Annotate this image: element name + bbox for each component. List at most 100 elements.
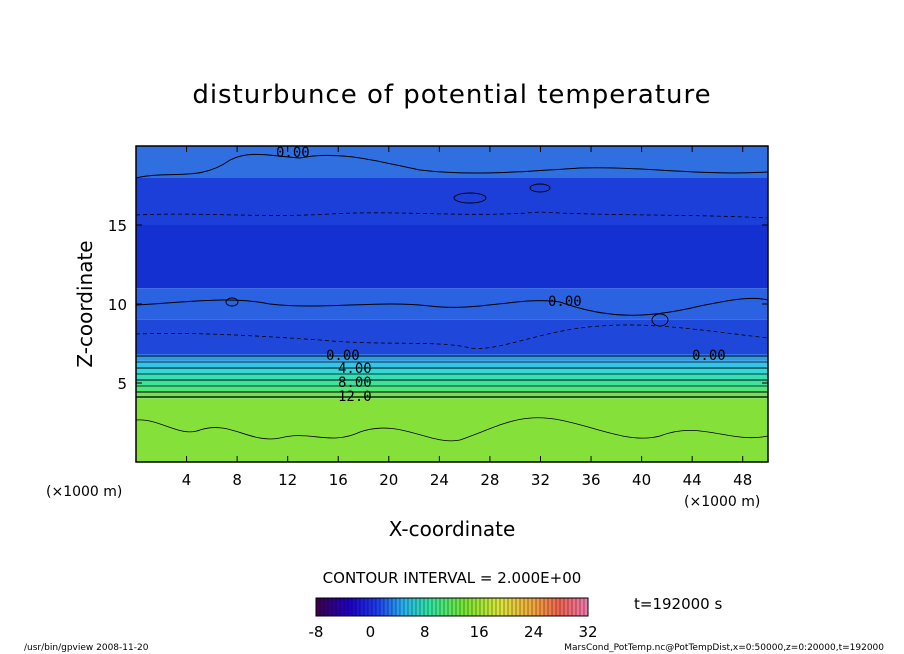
colorbar-cell (500, 598, 505, 616)
field-band (136, 373, 768, 380)
colorbar-cell (424, 598, 429, 616)
contour-lines (136, 153, 768, 442)
colorbar-cell (340, 598, 345, 616)
field-band (136, 177, 768, 225)
colorbar-cell (548, 598, 553, 616)
contour-label: 12.0 (338, 389, 372, 405)
contour-label: 8.00 (338, 375, 372, 391)
y-axis-label: Z-coordinate (73, 240, 97, 367)
colorbar-tick-label: 8 (420, 623, 430, 641)
colorbar-cell (384, 598, 389, 616)
field-band (136, 398, 768, 462)
colorbar-cell (420, 598, 425, 616)
colorbar-cell (476, 598, 481, 616)
colorbar-cell (336, 598, 341, 616)
colorbar-cell (392, 598, 397, 616)
colorbar-tick-label: 32 (578, 623, 597, 641)
colorbar-cell (492, 598, 497, 616)
contour-label: 4.00 (338, 361, 372, 377)
x-unit-right: (×1000 m) (684, 494, 760, 510)
footer-left: /usr/bin/gpview 2008-11-20 (24, 643, 149, 653)
x-tick-label: 20 (379, 471, 398, 489)
colorbar-cell (452, 598, 457, 616)
colorbar-cell (528, 598, 533, 616)
colorbar-cell (544, 598, 549, 616)
colorbar-cell (436, 598, 441, 616)
colorbar-cell (488, 598, 493, 616)
colorbar-cell (344, 598, 349, 616)
x-tick-label: 16 (329, 471, 348, 489)
colorbar-cell (496, 598, 501, 616)
colorbar-cell (484, 598, 489, 616)
colorbar (315, 597, 589, 617)
colorbar-cell (316, 598, 321, 616)
x-tick-label: 28 (480, 471, 499, 489)
colorbar-cell (416, 598, 421, 616)
colorbar-cell (352, 598, 357, 616)
colorbar-cell (400, 598, 405, 616)
x-tick-label: 40 (632, 471, 651, 489)
colorbar-cell (464, 598, 469, 616)
colorbar-cell (472, 598, 477, 616)
colorbar-cell (428, 598, 433, 616)
y-tick-label: 10 (108, 296, 127, 314)
colorbar-cell (556, 598, 561, 616)
field-band (136, 386, 768, 393)
colorbar-cell (408, 598, 413, 616)
colorbar-cell (560, 598, 565, 616)
colorbar-tick-label: 0 (366, 623, 376, 641)
y-tick-label: 15 (108, 217, 127, 235)
x-axis: 4 8 12 16 20 24 28 32 36 40 44 48 (182, 146, 752, 489)
colorbar-cell (552, 598, 557, 616)
x-tick-label: 24 (430, 471, 449, 489)
colorbar-cell (580, 598, 585, 616)
colorbar-cell (576, 598, 581, 616)
field-band (136, 360, 768, 368)
colorbar-cell (356, 598, 361, 616)
x-axis-label: X-coordinate (389, 517, 516, 541)
colorbar-cell (564, 598, 569, 616)
footer-right: MarsCond_PotTemp.nc@PotTempDist,x=0:5000… (564, 643, 884, 653)
colorbar-cell (332, 598, 337, 616)
field-band (136, 354, 768, 361)
field-band (136, 319, 768, 355)
colorbar-cell (448, 598, 453, 616)
colorbar-cell (460, 598, 465, 616)
field-band (136, 379, 768, 387)
colorbar-cell (572, 598, 577, 616)
x-tick-label: 8 (232, 471, 242, 489)
colorbar-cell (568, 598, 573, 616)
colorbar-cell (480, 598, 485, 616)
colorbar-cell (512, 598, 517, 616)
contour-label: 0.00 (276, 145, 310, 161)
colorbar-tick-label: 16 (470, 623, 489, 641)
x-tick-label: 36 (581, 471, 600, 489)
field-band (136, 288, 768, 320)
colorbar-ticks: -8 0 8 16 24 32 (309, 623, 598, 641)
colorbar-tick-label: -8 (309, 623, 324, 641)
colorbar-cell (440, 598, 445, 616)
plot-area: 0.00 0.00 0.00 0.00 4.00 8.00 12.0 (136, 145, 768, 462)
x-tick-label: 32 (531, 471, 550, 489)
colorbar-cell (504, 598, 509, 616)
colorbar-cell (456, 598, 461, 616)
colorbar-cell (396, 598, 401, 616)
colorbar-cell (444, 598, 449, 616)
field-band (136, 392, 768, 399)
colorbar-cell (348, 598, 353, 616)
colorbar-cell (524, 598, 529, 616)
colorbar-cell (324, 598, 329, 616)
x-tick-label: 48 (733, 471, 752, 489)
time-label: t=192000 s (634, 595, 722, 613)
colorbar-cell (412, 598, 417, 616)
colorbar-cell (536, 598, 541, 616)
colorbar-tick-label: 24 (524, 623, 543, 641)
colorbar-cell (364, 598, 369, 616)
x-tick-label: 12 (278, 471, 297, 489)
y-tick-label: 5 (117, 375, 127, 393)
colorbar-cell (372, 598, 377, 616)
colorbar-cell (380, 598, 385, 616)
colorbar-cell (468, 598, 473, 616)
colorbar-cell (516, 598, 521, 616)
